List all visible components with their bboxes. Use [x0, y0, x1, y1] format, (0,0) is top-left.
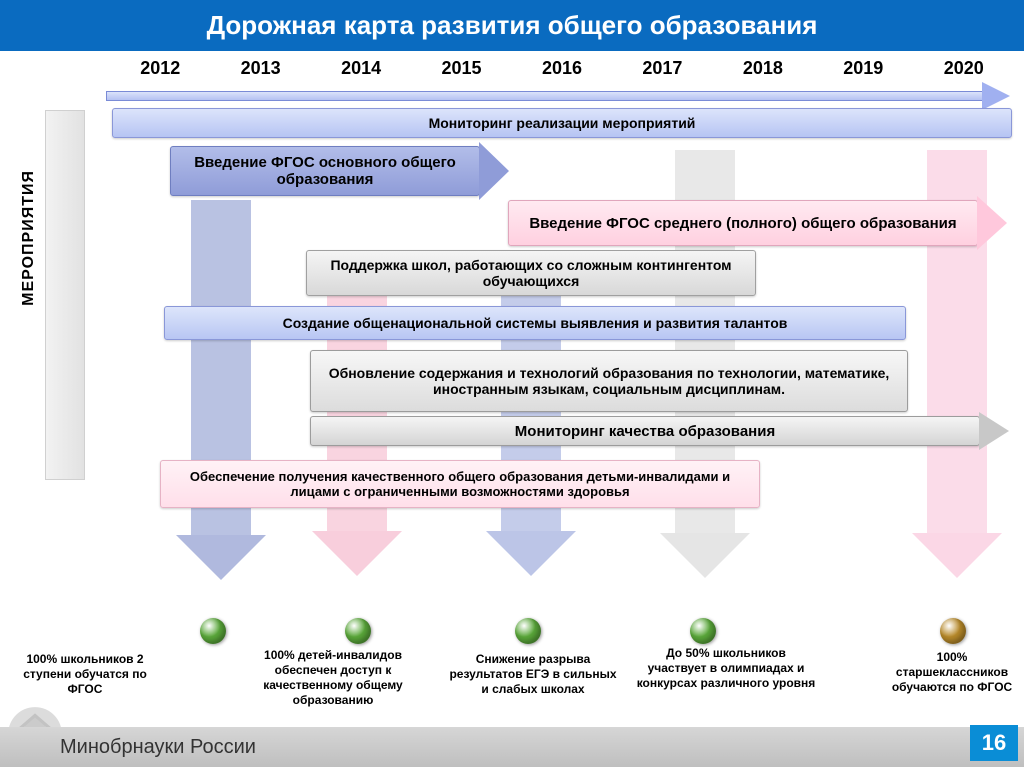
timeline-arrow: [106, 86, 1010, 106]
year-label: 2012: [110, 58, 210, 86]
activity-bar: Мониторинг реализации мероприятий: [112, 108, 1012, 138]
milestone-label: Снижение разрыва результатов ЕГЭ в сильн…: [448, 652, 618, 697]
milestone-label: 100% детей-инвалидов обеспечен доступ к …: [238, 648, 428, 708]
activity-bar: Обеспечение получения качественного обще…: [160, 460, 760, 508]
year-label: 2016: [512, 58, 612, 86]
side-category-bar: [45, 110, 85, 480]
year-label: 2019: [813, 58, 913, 86]
milestone-label: До 50% школьников участвует в олимпиадах…: [636, 646, 816, 691]
year-label: 2018: [713, 58, 813, 86]
milestone-bullet-icon: [345, 618, 371, 644]
arrow-head-icon: [977, 196, 1007, 250]
milestone-bullet-icon: [940, 618, 966, 644]
activity-bar: Создание общенациональной системы выявле…: [164, 306, 906, 340]
milestone-bullet-icon: [690, 618, 716, 644]
year-label: 2014: [311, 58, 411, 86]
milestone-label: 100% старшеклассников обучаются по ФГОС: [882, 650, 1022, 695]
activity-bar: Поддержка школ, работающих со сложным ко…: [306, 250, 756, 296]
activity-bar: Введение ФГОС среднего (полного) общего …: [508, 200, 978, 246]
year-label: 2013: [210, 58, 310, 86]
activity-bar: Введение ФГОС основного общего образован…: [170, 146, 480, 196]
footer-org: Минобрнауки России: [60, 736, 256, 759]
vertical-arrow: [486, 250, 576, 576]
activity-bar: Мониторинг качества образования: [310, 416, 980, 446]
milestone-bullet-icon: [200, 618, 226, 644]
year-label: 2017: [612, 58, 712, 86]
chart-area: 201220132014201520162017201820192020 МЕР…: [0, 50, 1024, 697]
side-label: МЕРОПРИЯТИЯ: [20, 170, 38, 306]
page-title: Дорожная карта развития общего образован…: [0, 0, 1024, 51]
vertical-arrow: [176, 200, 266, 580]
milestone-label: 100% школьников 2 ступени обучатся по ФГ…: [10, 652, 160, 697]
page-number: 16: [970, 725, 1018, 761]
arrow-head-icon: [979, 412, 1009, 450]
year-label: 2015: [411, 58, 511, 86]
year-axis: 201220132014201520162017201820192020: [110, 58, 1014, 86]
arrow-head-icon: [479, 142, 509, 200]
milestone-bullet-icon: [515, 618, 541, 644]
footer-bar: Минобрнауки России: [0, 727, 1024, 767]
activity-bar: Обновление содержания и технологий образ…: [310, 350, 908, 412]
